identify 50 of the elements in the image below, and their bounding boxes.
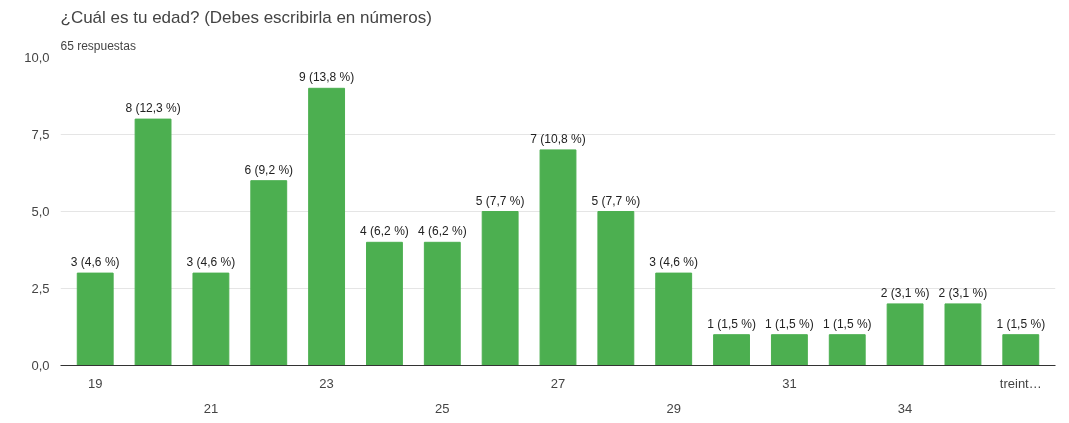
data-label: 1 (1,5 %) — [996, 316, 1046, 331]
x-tick-label: 27 — [550, 375, 566, 391]
data-label: 5 (7,7 %) — [475, 193, 525, 208]
bar — [250, 180, 288, 366]
data-label: 7 (10,8 %) — [530, 131, 586, 146]
chart-subtitle: 65 respuestas — [60, 38, 136, 53]
data-label: 1 (1,5 %) — [707, 316, 756, 331]
data-label: 4 (6,2 %) — [417, 224, 467, 239]
data-label: 3 (4,6 %) — [70, 255, 120, 270]
bar — [423, 241, 461, 366]
bar — [713, 334, 750, 366]
data-label: 3 (4,6 %) — [186, 255, 236, 270]
bar — [192, 272, 230, 366]
data-label: 1 (1,5 %) — [765, 316, 814, 331]
data-label: 1 (1,5 %) — [822, 316, 872, 331]
y-tick-label: 10,0 — [24, 50, 50, 65]
y-tick-label: 2,5 — [31, 281, 50, 296]
bar — [828, 334, 866, 366]
x-tick-label: 29 — [666, 400, 681, 416]
bar — [597, 211, 635, 366]
x-tick-label: 19 — [87, 375, 103, 391]
data-label: 2 (3,1 %) — [938, 285, 988, 300]
bar — [539, 149, 577, 366]
data-label: 5 (7,7 %) — [591, 193, 641, 208]
y-tick-label: 0,0 — [31, 358, 50, 373]
data-label: 3 (4,6 %) — [649, 255, 699, 270]
x-tick-label: 21 — [203, 400, 219, 416]
bar — [886, 303, 924, 366]
bar — [76, 272, 114, 366]
x-tick-label: 34 — [897, 400, 913, 416]
data-label: 4 (6,2 %) — [360, 224, 409, 239]
y-tick-label: 5,0 — [31, 204, 50, 219]
bar — [481, 211, 519, 366]
bar — [1002, 334, 1040, 366]
x-tick-label: 31 — [782, 375, 797, 391]
x-tick-label: 23 — [319, 375, 334, 391]
chart-title: ¿Cuál es tu edad? (Debes escribirla en números) — [60, 7, 432, 27]
data-label: 6 (9,2 %) — [244, 162, 294, 177]
bar — [308, 87, 346, 366]
data-label: 2 (3,1 %) — [880, 285, 930, 300]
bar — [655, 272, 693, 366]
bar — [134, 118, 172, 366]
bar — [366, 241, 403, 366]
data-label: 8 (12,3 %) — [125, 101, 181, 116]
y-tick-label: 7,5 — [31, 127, 50, 142]
x-tick-label: treint… — [999, 375, 1042, 391]
x-tick-label: 25 — [435, 400, 450, 416]
bar — [944, 303, 982, 366]
bar — [770, 334, 808, 366]
data-label: 9 (13,8 %) — [298, 70, 355, 85]
